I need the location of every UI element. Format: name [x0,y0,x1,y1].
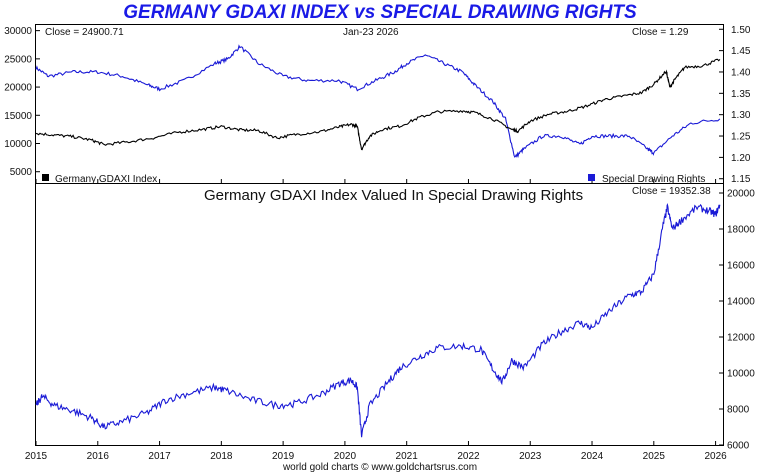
y-left-tick-label-20000: 20000 [4,83,32,94]
y-right-tick-label-1.45: 1.45 [731,46,751,57]
y-bottom-tick-label-14000: 14000 [727,297,755,308]
y-bottom-tick-label-12000: 12000 [727,333,755,344]
y-left-tick-label-30000: 30000 [4,26,32,37]
x-tick-label-2015: 2015 [25,451,48,462]
y-left-tick-label-10000: 10000 [4,139,32,150]
x-tick-label-2018: 2018 [210,451,233,462]
y-bottom-tick-label-8000: 8000 [727,405,750,416]
y-bottom-tick-label-20000: 20000 [727,189,755,200]
bottom-close: Close = 19352.38 [632,186,711,197]
x-tick-label-2019: 2019 [272,451,295,462]
y-right-tick-label-1.15: 1.15 [731,174,751,185]
top-panel-frame [35,24,724,184]
y-left-tick-label-25000: 25000 [4,54,32,65]
y-bottom-tick-label-18000: 18000 [727,225,755,236]
y-right-tick-label-1.35: 1.35 [731,89,751,100]
x-tick-label-2020: 2020 [334,451,357,462]
y-bottom-tick-label-6000: 6000 [727,441,750,452]
top-close-left: Close = 24900.71 [45,27,124,38]
x-tick-label-2016: 2016 [87,451,110,462]
series-line-gdaxi [35,58,721,151]
y-bottom-tick-label-16000: 16000 [727,261,755,272]
legend-label-gdaxi: Germany GDAXI Index [55,174,157,185]
x-tick-label-2017: 2017 [148,451,171,462]
y-bottom-tick-label-10000: 10000 [727,369,755,380]
top-close-right: Close = 1.29 [632,27,689,38]
legend-swatch-gdaxi [42,174,49,181]
series-layer [35,44,721,438]
y-right-tick-label-1.40: 1.40 [731,67,751,78]
x-tick-label-2022: 2022 [457,451,480,462]
y-left-tick-label-15000: 15000 [4,111,32,122]
top-date: Jan-23 2026 [343,27,399,38]
footer-credit: world gold charts © www.goldchartsrus.co… [282,462,478,473]
bottom-panel-frame [35,183,724,446]
series-line-sdr [35,44,721,158]
y-left-tick-label-5000: 5000 [10,167,33,178]
x-tick-label-2025: 2025 [643,451,666,462]
y-right-tick-label-1.50: 1.50 [731,25,751,36]
y-right-tick-label-1.30: 1.30 [731,110,751,121]
x-tick-label-2023: 2023 [519,451,542,462]
legend-label-sdr: Special Drawing Rights [602,174,705,185]
chart-title: GERMANY GDAXI INDEX vs SPECIAL DRAWING R… [123,2,637,23]
legend-swatch-sdr [588,174,595,181]
x-tick-label-2021: 2021 [396,451,419,462]
bottom-subtitle: Germany GDAXI Index Valued In Special Dr… [204,187,583,204]
y-right-tick-label-1.25: 1.25 [731,132,751,143]
axis-ticks: 2015 2016 2017 2018 2019 2020 2021 2022 2023 2024… [4,25,755,462]
y-right-tick-label-1.20: 1.20 [731,153,751,164]
x-tick-label-2024: 2024 [581,451,604,462]
series-line-gdaxi-in-sdr [35,203,721,438]
x-tick-label-2026: 2026 [704,451,727,462]
